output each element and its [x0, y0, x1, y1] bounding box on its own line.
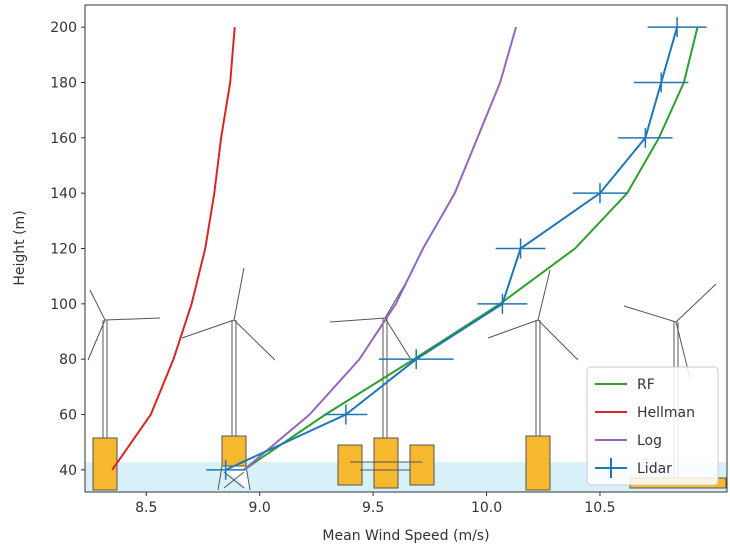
y-tick-label: 120 — [50, 242, 77, 258]
x-tick-label: 9.0 — [249, 500, 271, 516]
legend-label: RF — [637, 377, 655, 393]
y-tick-label: 200 — [50, 20, 77, 36]
series-line — [244, 27, 516, 470]
chart: Mean Wind Speed (m/s) Height (m) 8.5 9.0 9… — [0, 0, 730, 547]
y-tick-label: 100 — [50, 297, 77, 313]
y-tick-label: 140 — [50, 186, 77, 202]
legend-label: Lidar — [637, 461, 672, 477]
legend-label: Hellman — [637, 405, 695, 421]
x-tick-label: 8.5 — [135, 500, 157, 516]
y-axis-label: Height (m) — [12, 210, 28, 285]
y-tick-label: 40 — [59, 463, 77, 479]
x-tick-label: 10.5 — [584, 500, 615, 516]
legend-label: Log — [637, 433, 662, 449]
y-tick-label: 180 — [50, 75, 77, 91]
y-tick-label: 80 — [59, 352, 77, 368]
y-tick-label: 160 — [50, 131, 77, 147]
x-tick-label: 9.5 — [362, 500, 384, 516]
series-line — [112, 27, 235, 470]
y-tick-label: 60 — [59, 408, 77, 424]
x-axis-label: Mean Wind Speed (m/s) — [322, 528, 489, 544]
x-tick-label: 10.0 — [471, 500, 502, 516]
